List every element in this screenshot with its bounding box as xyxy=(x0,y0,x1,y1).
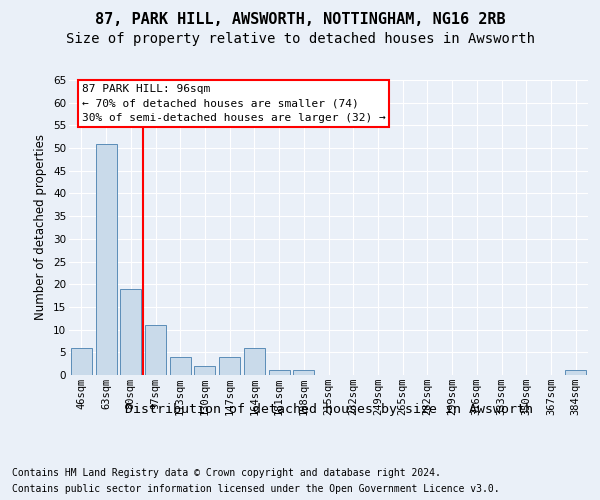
Bar xyxy=(219,357,240,375)
Text: Distribution of detached houses by size in Awsworth: Distribution of detached houses by size … xyxy=(125,402,533,415)
Y-axis label: Number of detached properties: Number of detached properties xyxy=(34,134,47,320)
Bar xyxy=(293,370,314,375)
Bar xyxy=(120,289,141,375)
Bar xyxy=(244,348,265,375)
Text: 87, PARK HILL, AWSWORTH, NOTTINGHAM, NG16 2RB: 87, PARK HILL, AWSWORTH, NOTTINGHAM, NG1… xyxy=(95,12,505,28)
Bar xyxy=(170,357,191,375)
Bar xyxy=(95,144,116,375)
Bar xyxy=(145,325,166,375)
Bar xyxy=(194,366,215,375)
Bar xyxy=(269,370,290,375)
Bar xyxy=(71,348,92,375)
Text: Contains HM Land Registry data © Crown copyright and database right 2024.: Contains HM Land Registry data © Crown c… xyxy=(12,468,441,477)
Text: Size of property relative to detached houses in Awsworth: Size of property relative to detached ho… xyxy=(65,32,535,46)
Text: 87 PARK HILL: 96sqm
← 70% of detached houses are smaller (74)
30% of semi-detach: 87 PARK HILL: 96sqm ← 70% of detached ho… xyxy=(82,84,385,123)
Bar xyxy=(565,370,586,375)
Text: Contains public sector information licensed under the Open Government Licence v3: Contains public sector information licen… xyxy=(12,484,500,494)
